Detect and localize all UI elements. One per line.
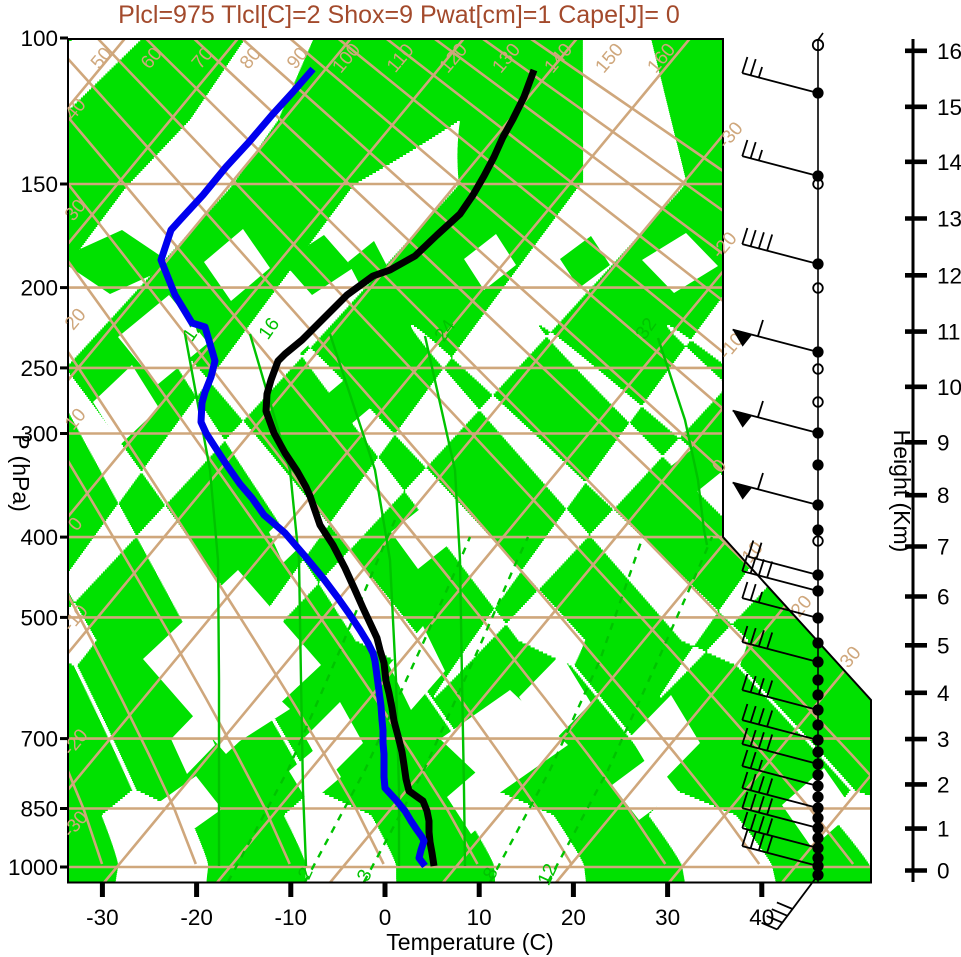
svg-text:-30: -30 [86,905,119,930]
svg-text:12: 12 [937,263,961,288]
svg-text:0: 0 [937,859,950,884]
svg-text:4: 4 [937,681,950,706]
svg-text:200: 200 [20,276,58,301]
svg-text:8: 8 [937,483,950,508]
svg-text:15: 15 [937,95,961,120]
svg-text:700: 700 [20,727,58,752]
svg-text:Temperature (C): Temperature (C) [386,929,553,955]
svg-text:0: 0 [379,905,392,930]
svg-text:400: 400 [20,525,58,550]
svg-text:5: 5 [937,633,950,658]
svg-text:1: 1 [937,817,950,842]
svg-text:13: 13 [937,207,961,232]
svg-text:9: 9 [937,430,950,455]
svg-text:10: 10 [937,375,961,400]
svg-text:14: 14 [937,150,961,175]
svg-text:1000: 1000 [8,855,58,880]
svg-text:3: 3 [937,727,950,752]
svg-text:20: 20 [561,905,586,930]
svg-text:-20: -20 [180,905,213,930]
svg-text:-10: -10 [275,905,308,930]
svg-text:6: 6 [937,585,950,610]
svg-text:Plcl=975 Tlcl[C]=2 Shox=9 Pwat: Plcl=975 Tlcl[C]=2 Shox=9 Pwat[cm]=1 Cap… [118,1,680,29]
svg-text:150: 150 [20,172,58,197]
svg-text:30: 30 [655,905,680,930]
svg-text:100: 100 [20,26,58,51]
svg-text:300: 300 [20,422,58,447]
svg-text:7: 7 [937,535,950,560]
svg-text:16: 16 [937,39,961,64]
svg-text:10: 10 [467,905,492,930]
svg-text:2: 2 [937,772,950,797]
svg-text:11: 11 [937,320,960,345]
svg-text:250: 250 [20,356,58,381]
svg-text:Height (Km): Height (Km) [889,430,915,553]
svg-text:850: 850 [20,797,58,822]
svg-text:P (hPa): P (hPa) [8,434,34,512]
svg-text:500: 500 [20,605,58,630]
